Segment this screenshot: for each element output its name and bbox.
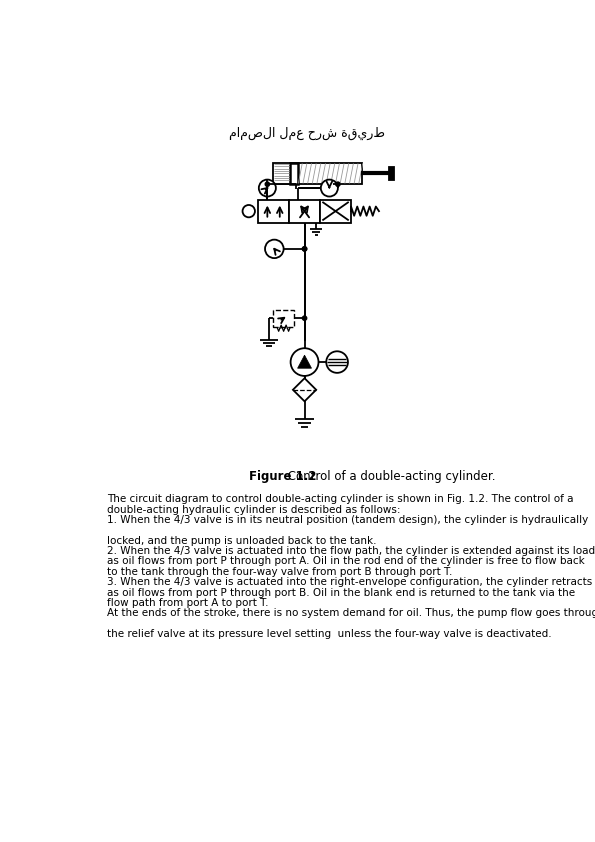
Polygon shape: [293, 378, 316, 402]
Circle shape: [259, 179, 276, 196]
Text: flow path from port A to port T.: flow path from port A to port T.: [107, 598, 268, 608]
Text: as oil flows from port P through port B. Oil in the blank end is returned to the: as oil flows from port P through port B.…: [107, 588, 575, 598]
Bar: [289, 200, 320, 222]
Bar: [320, 200, 351, 222]
Text: the relief valve at its pressure level setting  unless the four-way valve is dea: the relief valve at its pressure level s…: [107, 629, 552, 639]
Bar: [258, 200, 289, 222]
Circle shape: [321, 179, 338, 196]
Bar: [273, 310, 295, 327]
Text: مامصلا لمع حرش ةقيرط: مامصلا لمع حرش ةقيرط: [229, 127, 385, 140]
Text: At the ends of the stroke, there is no system demand for oil. Thus, the pump flo: At the ends of the stroke, there is no s…: [107, 609, 595, 619]
Circle shape: [265, 182, 270, 186]
Circle shape: [303, 247, 306, 251]
Circle shape: [303, 317, 306, 320]
Circle shape: [265, 240, 284, 258]
Text: 3. When the 4/3 valve is actuated into the right-envelope configuration, the cyl: 3. When the 4/3 valve is actuated into t…: [107, 578, 592, 587]
Text: 1. When the 4/3 valve is in its neutral position (tandem design), the cylinder i: 1. When the 4/3 valve is in its neutral …: [107, 515, 588, 525]
Text: locked, and the pump is unloaded back to the tank.: locked, and the pump is unloaded back to…: [107, 536, 377, 546]
Text: double-acting hydraulic cylinder is described as follows:: double-acting hydraulic cylinder is desc…: [107, 504, 400, 514]
Bar: [273, 163, 362, 184]
Circle shape: [326, 351, 348, 373]
Circle shape: [303, 247, 306, 251]
Circle shape: [243, 205, 255, 217]
Text: 2. When the 4/3 valve is actuated into the flow path, the cylinder is extended a: 2. When the 4/3 valve is actuated into t…: [107, 546, 595, 556]
Bar: [389, 168, 394, 179]
Text: Figure 1.2: Figure 1.2: [249, 470, 317, 482]
Polygon shape: [298, 355, 312, 368]
Text: to the tank through the four-way valve from port B through port T.: to the tank through the four-way valve f…: [107, 567, 452, 577]
Circle shape: [336, 182, 340, 186]
Text: as oil flows from port P through port A. Oil in the rod end of the cylinder is f: as oil flows from port P through port A.…: [107, 557, 585, 567]
Text: Control of a double-acting cylinder.: Control of a double-acting cylinder.: [284, 470, 495, 482]
Text: The circuit diagram to control double-acting cylinder is shown in Fig. 1.2. The : The circuit diagram to control double-ac…: [107, 494, 574, 504]
Circle shape: [290, 349, 318, 376]
Bar: [290, 163, 298, 184]
